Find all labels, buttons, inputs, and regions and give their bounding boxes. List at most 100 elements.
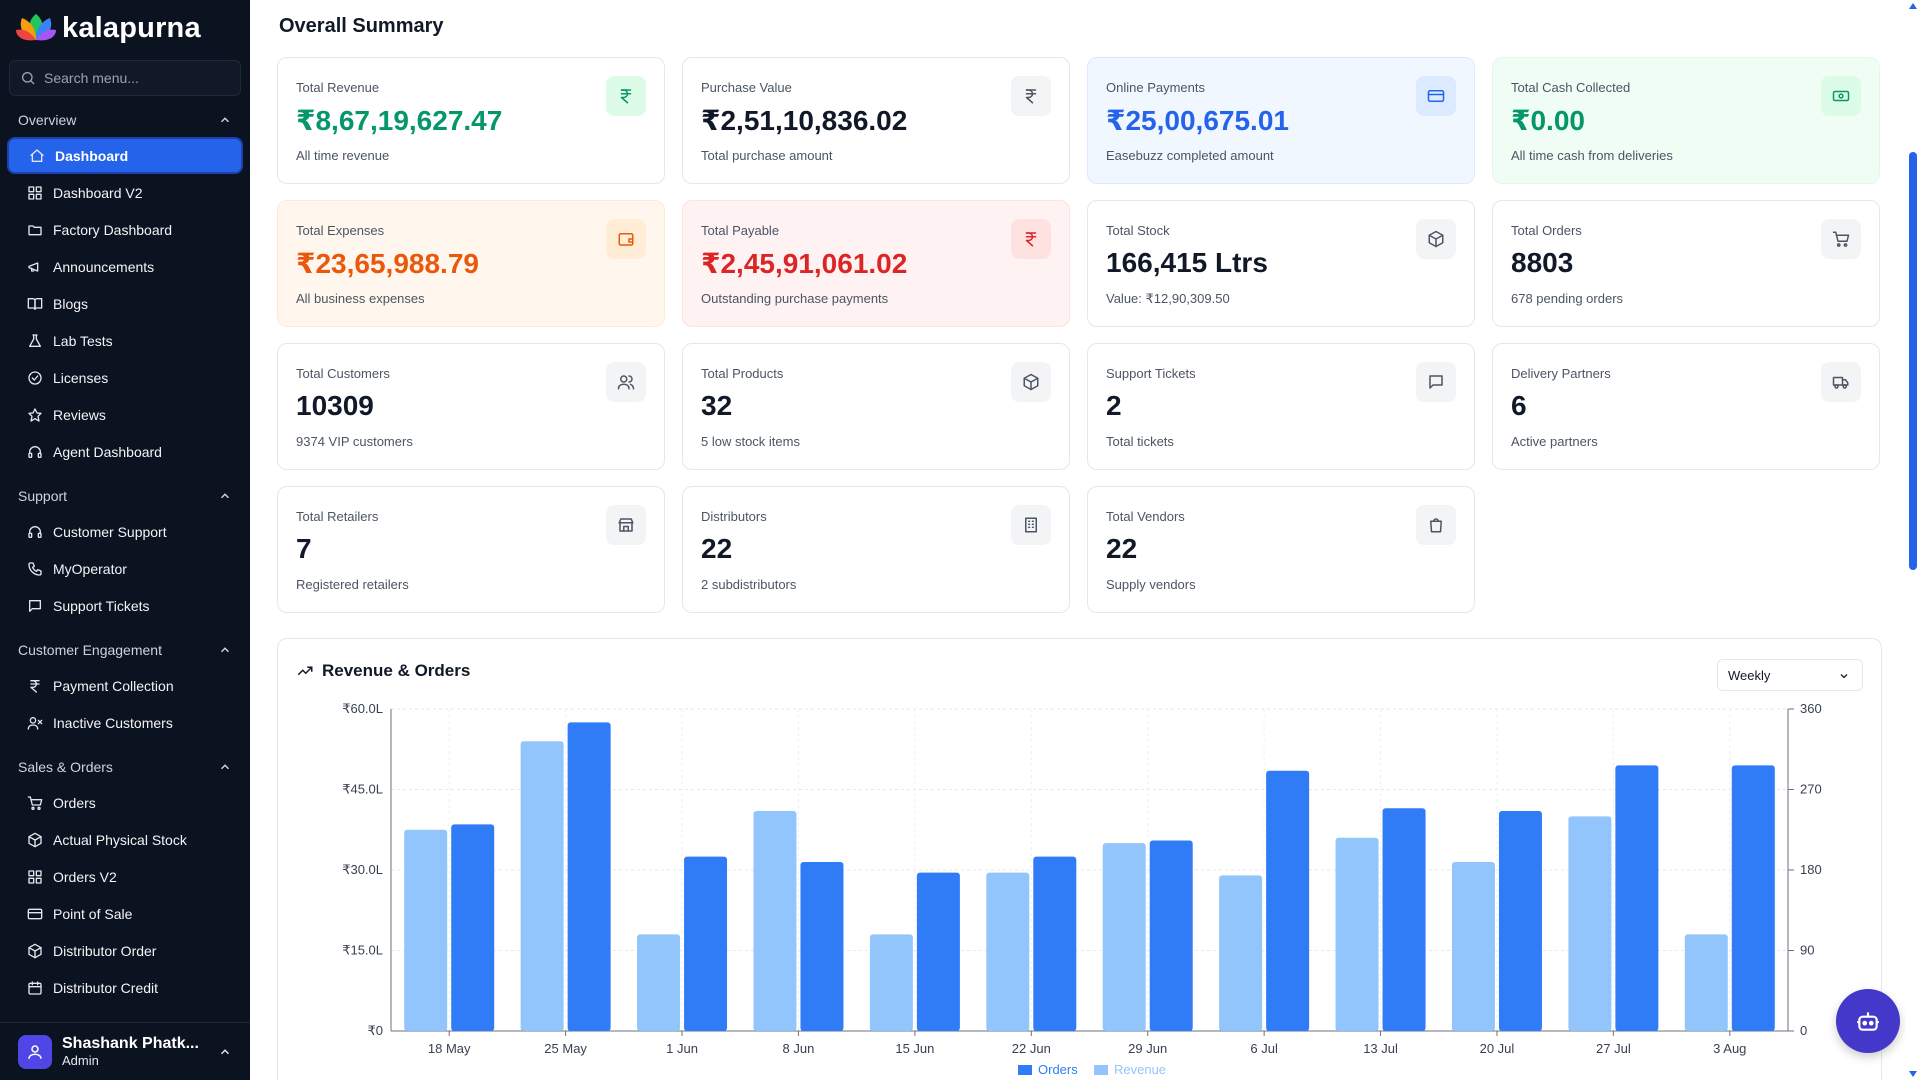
card-value: ₹23,65,988.79 xyxy=(296,248,479,279)
card-label: Total Vendors xyxy=(1106,509,1185,524)
nav-group-header[interactable]: Support xyxy=(0,482,250,510)
logo-text: kalapurna xyxy=(62,11,201,44)
summary-card[interactable]: Total Payable ₹2,45,91,061.02 Outstanding … xyxy=(682,200,1070,327)
grid-icon xyxy=(28,869,42,884)
card-subtext: Value: ₹12,90,309.50 xyxy=(1106,291,1230,306)
summary-card[interactable]: Delivery Partners 6 Active partners xyxy=(1492,343,1880,470)
summary-card[interactable]: Purchase Value ₹2,51,10,836.02 Total purch… xyxy=(682,57,1070,184)
summary-card[interactable]: Total Revenue ₹8,67,19,627.47 All time rev… xyxy=(277,57,665,184)
sidebar-item[interactable]: Actual Physical Stock xyxy=(7,821,243,858)
sidebar-item[interactable]: Distributor Credit xyxy=(7,969,243,1006)
summary-card[interactable]: Total Customers 10309 9374 VIP customers xyxy=(277,343,665,470)
revenue-bar xyxy=(1335,837,1379,1031)
x-axis-tick-label: 27 Jul xyxy=(1596,1041,1631,1056)
chatbot-button[interactable] xyxy=(1836,989,1900,1053)
sidebar-item[interactable]: Dashboard xyxy=(7,137,243,174)
summary-card[interactable]: Total Cash Collected ₹0.00 All time cash f… xyxy=(1492,57,1880,184)
sidebar-item-label: Actual Physical Stock xyxy=(53,831,187,848)
right-axis-tick-label: 270 xyxy=(1800,782,1822,797)
summary-card[interactable]: Total Products 32 5 low stock items xyxy=(682,343,1070,470)
card-value: 22 xyxy=(701,533,733,564)
x-axis-tick-label: 1 Jun xyxy=(666,1041,698,1056)
headset-icon xyxy=(28,445,42,458)
summary-card[interactable]: Online Payments ₹25,00,675.01 Easebuzz com… xyxy=(1087,57,1475,184)
banknote-icon xyxy=(1832,90,1850,102)
orders-bar xyxy=(916,872,960,1031)
sidebar-item[interactable]: Announcements xyxy=(7,248,243,285)
sidebar-item[interactable]: Support Tickets xyxy=(7,587,243,624)
sidebar-item[interactable]: Factory Dashboard xyxy=(7,211,243,248)
chevron-up-icon[interactable] xyxy=(218,489,232,503)
book-icon xyxy=(27,297,43,310)
chevron-up-icon[interactable] xyxy=(218,1045,232,1059)
summary-card[interactable]: Distributors 22 2 subdistributors xyxy=(682,486,1070,613)
sidebar-item[interactable]: Agent Dashboard xyxy=(7,433,243,470)
user-name: Shashank Phatk... xyxy=(62,1035,199,1052)
scroll-down-icon[interactable] xyxy=(1908,1069,1918,1079)
summary-card[interactable]: Total Orders 8803 678 pending orders xyxy=(1492,200,1880,327)
card-value: 10309 xyxy=(296,390,374,421)
sidebar-item[interactable]: Blogs xyxy=(7,285,243,322)
nav-group-header[interactable]: Customer Engagement xyxy=(0,636,250,664)
sidebar-item-label: Reviews xyxy=(53,406,106,423)
search-box[interactable] xyxy=(9,60,241,96)
sidebar-nav: Overview Dashboard Dashboard V2 Factory Das… xyxy=(0,106,250,1006)
sidebar-item[interactable]: Lab Tests xyxy=(7,322,243,359)
sidebar-item[interactable]: MyOperator xyxy=(7,550,243,587)
orders-bar xyxy=(800,861,844,1031)
card-value: 2 xyxy=(1106,390,1122,421)
trending-up-icon xyxy=(297,666,313,676)
chevron-up-icon[interactable] xyxy=(218,113,232,127)
revenue-bar xyxy=(1219,875,1263,1031)
sidebar-item[interactable]: Dashboard V2 xyxy=(7,174,243,211)
sidebar-item-label: Dashboard xyxy=(55,147,129,164)
truck-icon xyxy=(1832,376,1849,389)
x-axis-tick-label: 8 Jun xyxy=(783,1041,815,1056)
period-select[interactable]: Weekly xyxy=(1717,659,1863,691)
scroll-thumb[interactable] xyxy=(1909,152,1917,570)
sidebar-item[interactable]: Reviews xyxy=(7,396,243,433)
nav-group-header[interactable]: Overview xyxy=(0,106,250,134)
sidebar-item-label: Lab Tests xyxy=(53,332,113,349)
sidebar-item[interactable]: Point of Sale xyxy=(7,895,243,932)
home-icon xyxy=(30,148,44,162)
sidebar-item[interactable]: Orders xyxy=(7,784,243,821)
card-icon-box xyxy=(1821,362,1861,402)
chevron-up-icon[interactable] xyxy=(218,643,232,657)
sidebar-item[interactable]: Inactive Customers xyxy=(7,704,243,741)
summary-card[interactable]: Total Vendors 22 Supply vendors xyxy=(1087,486,1475,613)
card-subtext: 5 low stock items xyxy=(701,434,800,449)
search-input[interactable] xyxy=(44,70,224,86)
rupee-icon xyxy=(1025,232,1037,247)
x-axis-tick-label: 15 Jun xyxy=(895,1041,934,1056)
card-icon-box xyxy=(1416,505,1456,545)
card-icon-box xyxy=(1416,76,1456,116)
summary-card[interactable]: Total Expenses ₹23,65,988.79 All business … xyxy=(277,200,665,327)
card-label: Purchase Value xyxy=(701,80,792,95)
revenue-bar xyxy=(986,872,1030,1031)
card-subtext: All time cash from deliveries xyxy=(1511,148,1673,163)
summary-card[interactable]: Support Tickets 2 Total tickets xyxy=(1087,343,1475,470)
card-value: 22 xyxy=(1106,533,1138,564)
sidebar-item[interactable]: Distributor Order xyxy=(7,932,243,969)
user-profile[interactable]: Shashank Phatk... Admin xyxy=(0,1022,250,1080)
logo[interactable]: kalapurna xyxy=(0,0,250,56)
scroll-up-icon[interactable] xyxy=(1908,1,1918,11)
sidebar-item-label: Distributor Credit xyxy=(53,979,159,996)
sidebar-item[interactable]: Payment Collection xyxy=(7,667,243,704)
card-icon-box xyxy=(606,505,646,545)
card-icon-box xyxy=(1821,76,1861,116)
sidebar-item[interactable]: Licenses xyxy=(7,359,243,396)
card-subtext: Registered retailers xyxy=(296,577,409,592)
chevron-up-icon[interactable] xyxy=(218,760,232,774)
legend-revenue-swatch xyxy=(1094,1065,1108,1075)
summary-card[interactable]: Total Stock 166,415 Ltrs Value: ₹12,90,309… xyxy=(1087,200,1475,327)
page-scrollbar[interactable] xyxy=(1906,0,1920,1080)
sidebar-item[interactable]: Orders V2 xyxy=(7,858,243,895)
summary-card[interactable]: Total Retailers 7 Registered retailers xyxy=(277,486,665,613)
card-label: Total Customers xyxy=(296,366,390,381)
nav-group-header[interactable]: Sales & Orders xyxy=(0,753,250,781)
sidebar-item[interactable]: Customer Support xyxy=(7,513,243,550)
chevron-down-icon xyxy=(1840,674,1848,679)
sidebar-item-label: Distributor Order xyxy=(53,942,157,959)
